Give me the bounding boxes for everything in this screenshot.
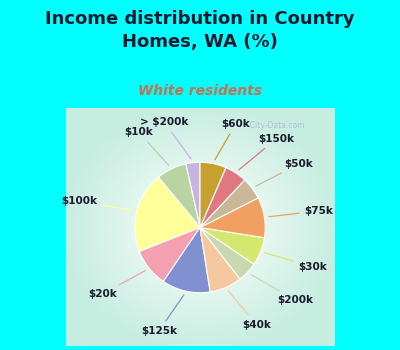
Wedge shape [186, 162, 200, 228]
Text: $20k: $20k [88, 271, 146, 299]
Text: City-Data.com: City-Data.com [246, 121, 305, 130]
Text: > $200k: > $200k [140, 117, 191, 159]
Wedge shape [200, 228, 264, 264]
Wedge shape [200, 228, 240, 292]
Wedge shape [158, 164, 200, 228]
Text: $60k: $60k [215, 119, 250, 160]
Text: $125k: $125k [141, 295, 184, 336]
Wedge shape [200, 180, 258, 228]
Text: $200k: $200k [251, 275, 313, 305]
Text: $100k: $100k [61, 196, 132, 210]
Wedge shape [139, 228, 200, 281]
Wedge shape [200, 228, 254, 279]
Text: $50k: $50k [256, 159, 314, 186]
Text: Income distribution in Country
Homes, WA (%): Income distribution in Country Homes, WA… [45, 10, 355, 51]
Text: White residents: White residents [138, 84, 262, 98]
Wedge shape [200, 162, 226, 228]
Wedge shape [200, 168, 245, 228]
Wedge shape [135, 177, 200, 252]
Wedge shape [163, 228, 210, 293]
Wedge shape [200, 198, 265, 238]
Text: $10k: $10k [125, 127, 169, 166]
Text: $40k: $40k [228, 291, 271, 330]
Text: $150k: $150k [239, 134, 294, 170]
Text: $30k: $30k [265, 253, 327, 272]
Text: $75k: $75k [269, 206, 334, 217]
